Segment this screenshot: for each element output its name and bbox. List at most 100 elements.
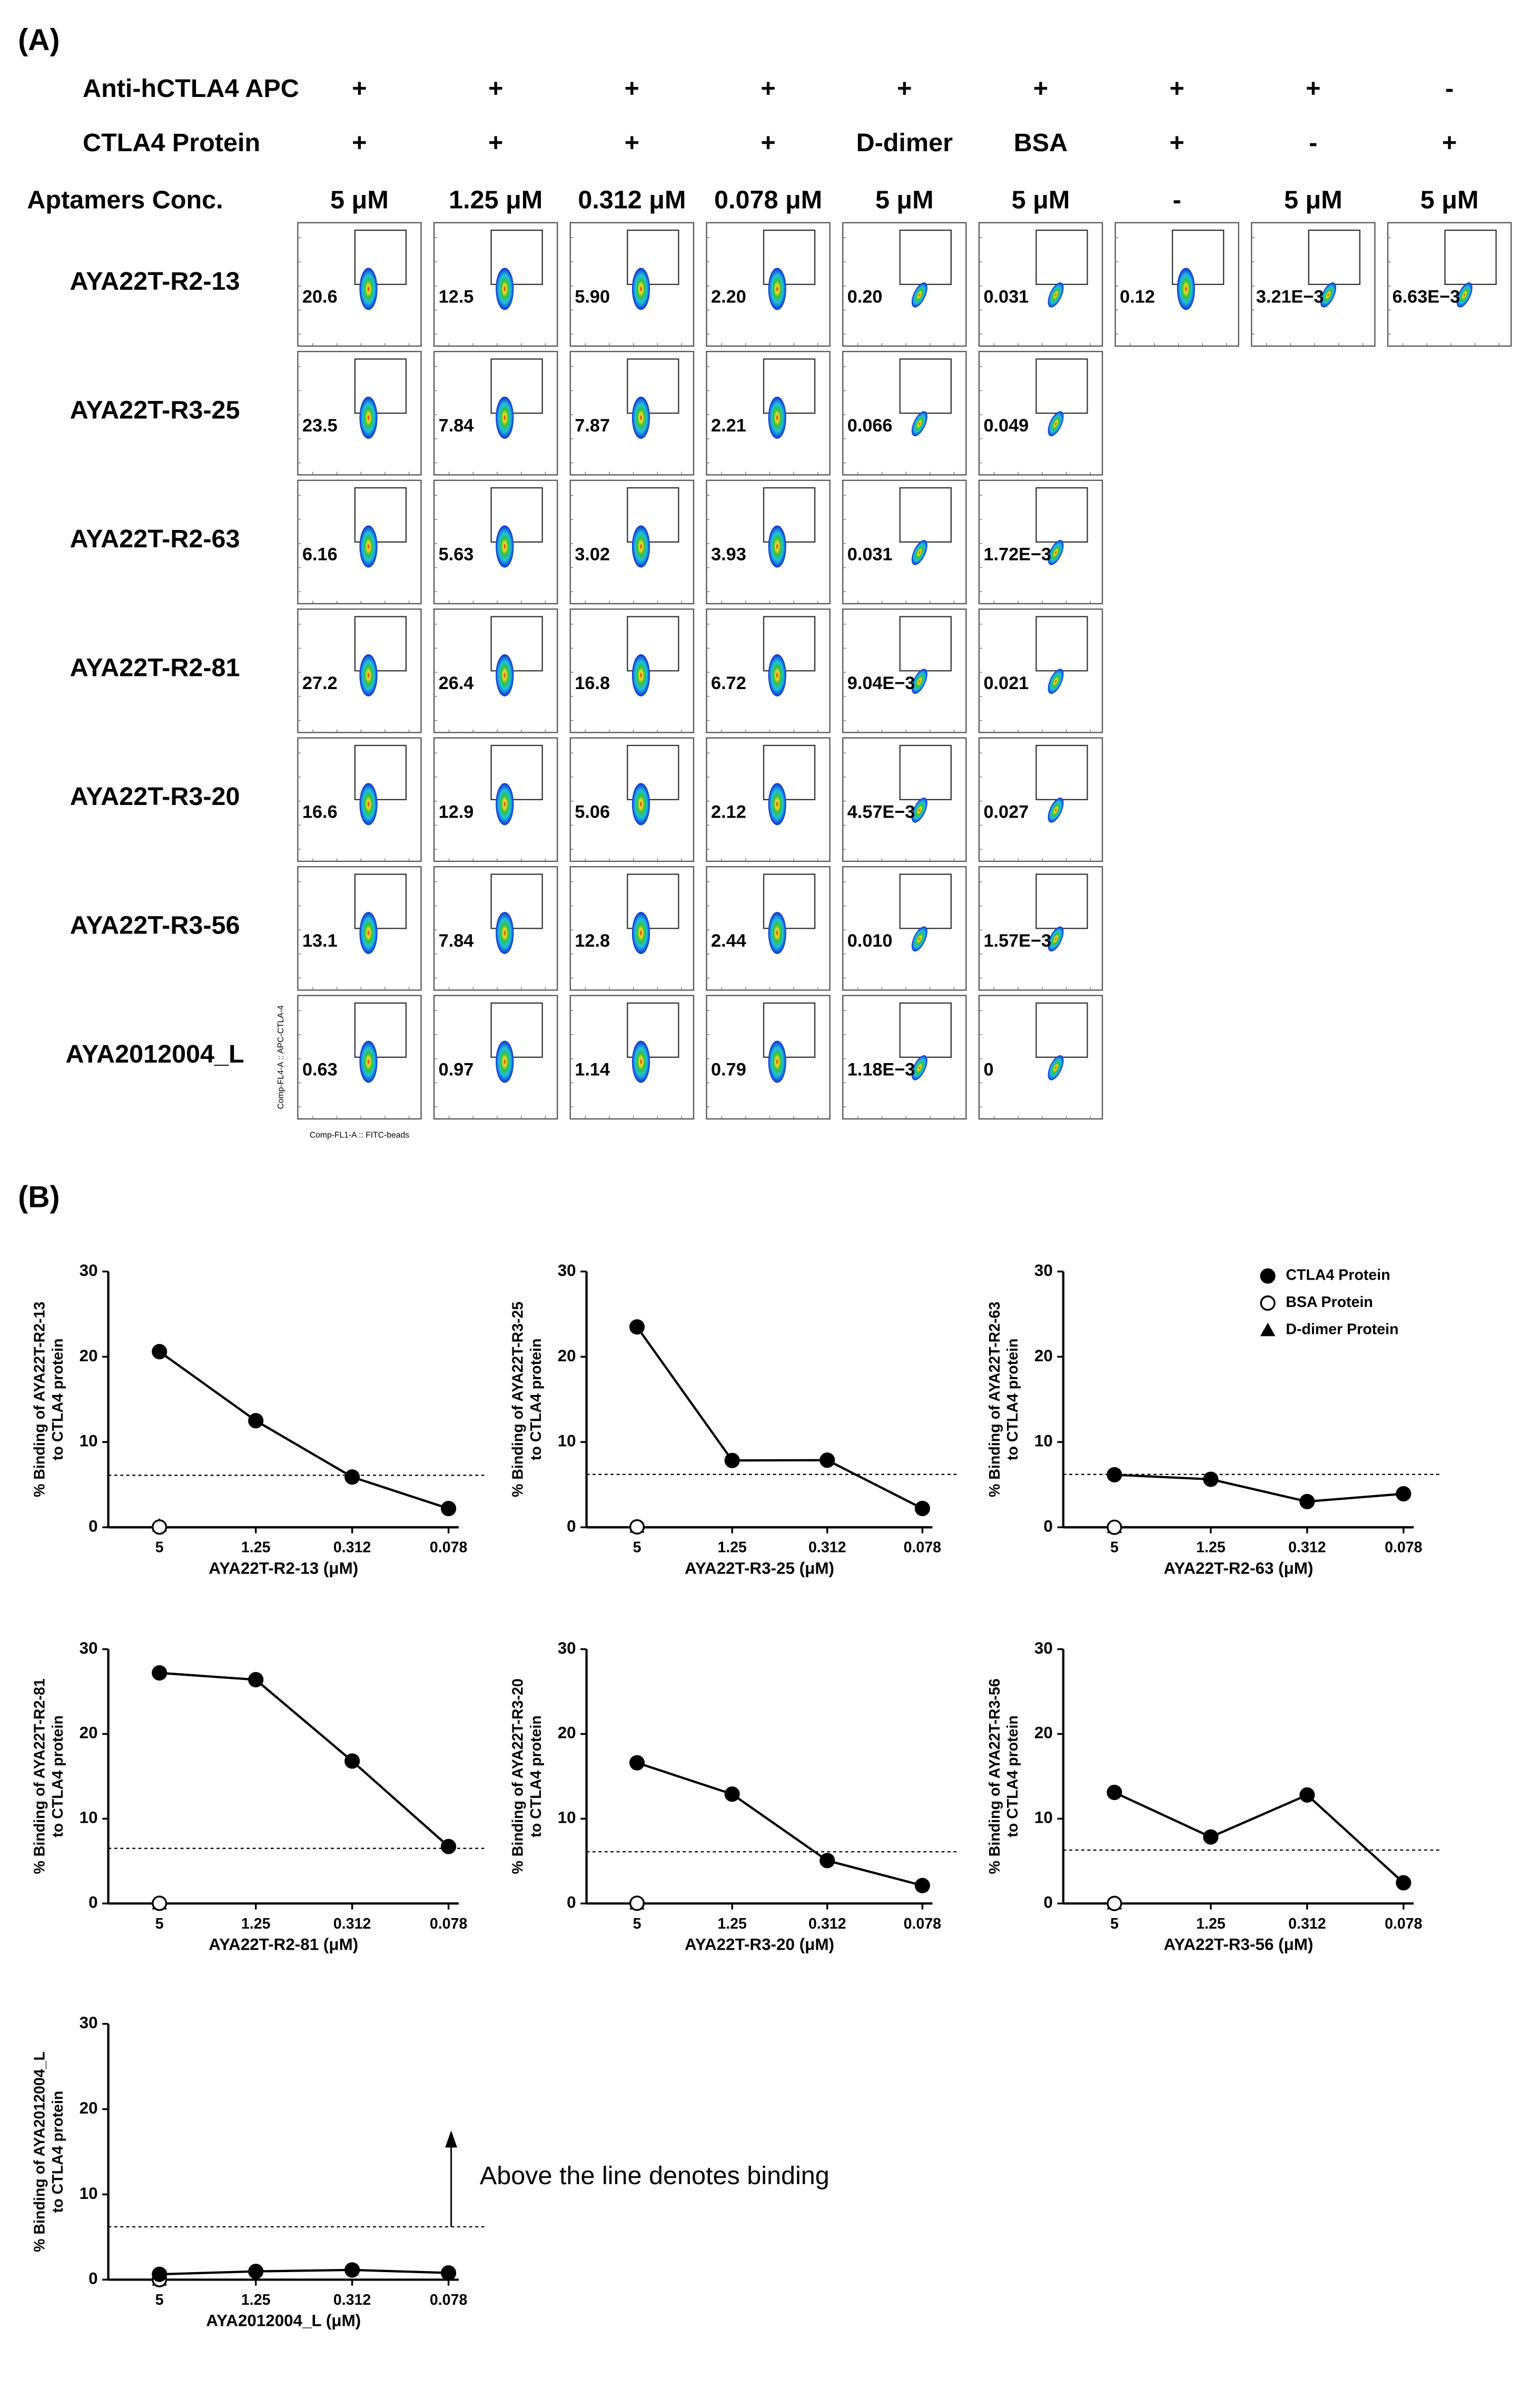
- x-tick-label: 5: [155, 1915, 164, 1932]
- cell-population: [496, 1040, 514, 1083]
- point: [441, 2265, 457, 2281]
- gate-percentage: 0.031: [983, 287, 1029, 307]
- condition-value: 5 μM: [1284, 186, 1342, 214]
- gate: [490, 487, 543, 543]
- condition-value: 5 μM: [1012, 186, 1070, 214]
- x-tick-label: 0.312: [808, 1539, 846, 1556]
- x-tick-label: 0.312: [808, 1915, 846, 1932]
- series-line: [1114, 1791, 1405, 1884]
- gate-percentage: 0.12: [1120, 287, 1155, 307]
- row-label: AYA22T-R2-63: [70, 525, 240, 553]
- cell-population: [359, 525, 378, 568]
- row-label: AYA22T-R2-13: [70, 267, 240, 296]
- point: [152, 2266, 167, 2282]
- y-axis-label: % Binding of AYA2012004_L: [32, 2051, 48, 2252]
- condition-value: +: [897, 74, 912, 103]
- y-tick-label: 20: [1034, 1347, 1053, 1365]
- gate: [490, 744, 543, 800]
- condition-value: +: [488, 129, 503, 157]
- cell-population: [768, 1040, 786, 1083]
- cell-population: [359, 396, 378, 439]
- gate-percentage: 0.20: [847, 287, 883, 307]
- point: [344, 1469, 360, 1485]
- condition-value: +: [1170, 129, 1184, 157]
- gate-percentage: 2.20: [711, 287, 746, 307]
- point: [1260, 1268, 1276, 1284]
- point: [1260, 1295, 1276, 1311]
- point: [248, 1672, 264, 1688]
- cell-population: [496, 783, 514, 826]
- gate: [1171, 229, 1225, 285]
- x-tick-label: 0.078: [430, 1539, 467, 1556]
- gate-percentage: 6.63E−3: [1393, 287, 1460, 307]
- cell-population: [1048, 926, 1064, 952]
- annotation-arrowhead: [445, 2130, 458, 2148]
- y-tick-label: 30: [1034, 1261, 1053, 1280]
- x-tick-label: 5: [1110, 1915, 1119, 1932]
- point: [1396, 1486, 1411, 1502]
- point: [1396, 1875, 1411, 1891]
- x-tick-label: 5: [155, 1539, 164, 1556]
- condition-value: 0.078 μM: [714, 186, 822, 214]
- cell-population: [911, 540, 927, 565]
- x-tick-label: 5: [155, 2292, 164, 2308]
- point: [152, 1519, 167, 1535]
- series-line: [636, 1326, 923, 1510]
- point: [914, 1878, 930, 1893]
- cell-population: [768, 783, 786, 826]
- cell-population: [768, 396, 786, 439]
- cell-population: [911, 411, 927, 437]
- x-axis-label: AYA22T-R2-63 (μM): [1164, 1559, 1314, 1577]
- cell-population: [631, 396, 650, 439]
- condition-value: +: [352, 129, 367, 157]
- gate-percentage: 0.79: [711, 1060, 746, 1080]
- gate: [490, 873, 543, 929]
- cell-population: [496, 268, 514, 310]
- y-tick-label: 10: [80, 2184, 98, 2203]
- gate-percentage: 0.97: [439, 1060, 474, 1080]
- y-tick-label: 20: [80, 1347, 98, 1365]
- y-tick-label: 0: [567, 1517, 576, 1535]
- point: [914, 1500, 930, 1516]
- gate: [763, 873, 816, 929]
- gate-percentage: 12.9: [439, 802, 474, 822]
- cell-population: [768, 525, 786, 568]
- cell-population: [768, 911, 786, 954]
- panel-label: (B): [18, 1181, 60, 1214]
- condition-value: 1.25 μM: [449, 186, 542, 214]
- y-axis-label: % Binding of AYA22T-R3-56: [986, 1678, 1003, 1874]
- gate: [354, 1002, 407, 1058]
- point: [1299, 1493, 1315, 1509]
- gate-percentage: 2.21: [711, 416, 746, 436]
- cell-population: [496, 525, 514, 568]
- x-tick-label: 0.312: [1288, 1915, 1326, 1932]
- gate-percentage: 0: [983, 1060, 993, 1080]
- panel-label: (A): [18, 23, 60, 57]
- point: [1203, 1829, 1219, 1845]
- point: [248, 1413, 264, 1429]
- y-tick-label: 30: [1034, 1639, 1053, 1657]
- x-tick-label: 0.078: [1385, 1539, 1422, 1556]
- y-tick-label: 20: [558, 1724, 576, 1742]
- y-tick-label: 30: [558, 1639, 576, 1657]
- y-tick-label: 0: [88, 1893, 97, 1912]
- gate-percentage: 0.027: [983, 802, 1029, 822]
- annotation: Above the line denotes binding: [480, 2161, 830, 2190]
- x-tick-label: 1.25: [241, 2292, 271, 2308]
- gate: [763, 1002, 816, 1058]
- gate: [354, 744, 407, 800]
- y-axis-label: % Binding of AYA22T-R2-13: [32, 1302, 48, 1497]
- y-tick-label: 10: [558, 1809, 576, 1827]
- y-tick-label: 10: [80, 1432, 98, 1450]
- gate: [354, 873, 407, 929]
- row-label: AYA2012004_L: [66, 1040, 244, 1068]
- x-axis-label: AYA22T-R2-13 (μM): [209, 1559, 358, 1577]
- point: [441, 1501, 457, 1517]
- x-tick-label: 0.078: [904, 1915, 941, 1932]
- point: [344, 1753, 360, 1769]
- point: [152, 1895, 167, 1911]
- x-tick-label: 5: [633, 1915, 641, 1932]
- gate: [627, 616, 679, 672]
- condition-value: -: [1173, 186, 1181, 214]
